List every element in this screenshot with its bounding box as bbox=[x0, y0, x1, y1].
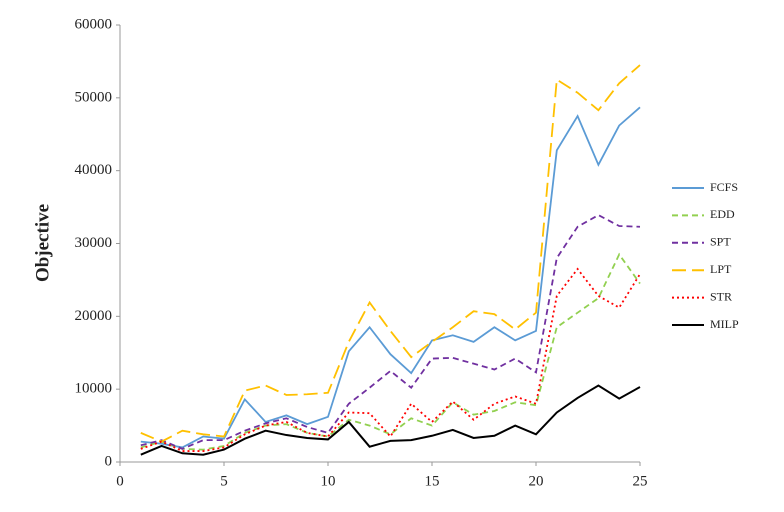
y-tick-label: 30000 bbox=[75, 235, 113, 251]
legend-label: STR bbox=[710, 289, 732, 303]
x-tick-label: 25 bbox=[633, 473, 648, 489]
y-tick-label: 10000 bbox=[75, 381, 113, 397]
series-line bbox=[140, 64, 641, 443]
y-tick-label: 0 bbox=[105, 453, 113, 469]
y-tick-label: 60000 bbox=[75, 16, 113, 32]
legend-label: FCFS bbox=[710, 180, 738, 194]
y-tick-label: 50000 bbox=[75, 89, 113, 105]
legend-label: LPT bbox=[710, 262, 732, 276]
legend-label: EDD bbox=[710, 207, 735, 221]
y-axis-label: Objective bbox=[32, 204, 53, 282]
x-tick-label: 0 bbox=[116, 473, 124, 489]
legend-label: MILP bbox=[710, 317, 739, 331]
x-tick-label: 20 bbox=[529, 473, 544, 489]
y-tick-label: 20000 bbox=[75, 308, 113, 324]
series-line bbox=[140, 106, 641, 449]
legend-label: SPT bbox=[710, 235, 731, 249]
series-line bbox=[140, 267, 641, 452]
x-tick-label: 5 bbox=[220, 473, 228, 489]
x-tick-label: 10 bbox=[321, 473, 336, 489]
series-line bbox=[140, 384, 641, 456]
y-tick-label: 40000 bbox=[75, 162, 113, 178]
series-line bbox=[140, 252, 641, 451]
x-tick-label: 15 bbox=[425, 473, 440, 489]
